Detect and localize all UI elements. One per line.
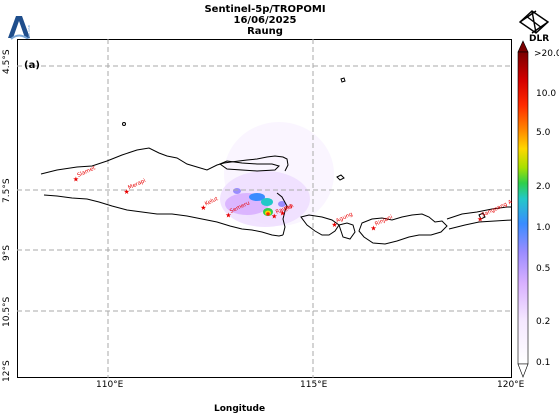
title-line-3: Raung bbox=[247, 26, 283, 37]
x-tick-120e: 120°E bbox=[497, 380, 525, 390]
java-east bbox=[276, 192, 288, 236]
volcano-marker-sangeang-api: ★ bbox=[477, 215, 483, 223]
volcano-marker-slamet: ★ bbox=[73, 176, 79, 184]
colorbar-label-0-2: 0.2 bbox=[536, 317, 551, 327]
island-east bbox=[478, 212, 486, 220]
y-tick-9s: 9°S bbox=[2, 245, 12, 261]
volcano-marker-agung: ★ bbox=[331, 221, 337, 229]
bali bbox=[300, 214, 340, 236]
dlr-logo: DLR bbox=[518, 10, 549, 44]
volcano-marker-raung: ★ bbox=[271, 212, 277, 220]
coastlines bbox=[40, 77, 512, 245]
volcano-label-sangeang-api: Sangeang Api bbox=[481, 197, 512, 219]
x-tick-110e: 110°E bbox=[96, 380, 124, 390]
map-panel: ★ Slamet ★ Merapi ★ Kelut ★ Semeru ★ Raung ★ Ijen ★ A… bbox=[17, 39, 512, 378]
y-tick-7-5s: 7.5°S bbox=[2, 178, 12, 203]
y-tick-10-5s: 10.5°S bbox=[2, 296, 12, 327]
gridlines bbox=[17, 39, 512, 378]
institution-logo: BIRA-IASB bbox=[8, 16, 31, 40]
colorbar-label-20: >20.0 bbox=[534, 49, 559, 59]
java-north-coast bbox=[40, 147, 289, 175]
volcano-label-merapi: Merapi bbox=[127, 178, 147, 192]
svg-text:BIRA-IASB: BIRA-IASB bbox=[27, 25, 31, 40]
colorbar-label-0-5: 0.5 bbox=[536, 264, 551, 274]
panel-label: (a) bbox=[24, 60, 40, 71]
java-south-coast bbox=[43, 194, 284, 237]
volcano-label-rinjani: Rinjani bbox=[374, 214, 394, 228]
volcano-marker-merapi: ★ bbox=[124, 188, 130, 196]
volcano-label-agung: Agung bbox=[335, 211, 354, 224]
colorbar-label-2: 2.0 bbox=[536, 182, 551, 192]
title-line-1: Sentinel-5p/TROPOMI bbox=[204, 4, 326, 15]
colorbar-label-10: 10.0 bbox=[536, 89, 557, 99]
title-line-2: 16/06/2025 bbox=[233, 15, 297, 26]
flores bbox=[446, 206, 512, 220]
y-tick-12s: 12°S bbox=[2, 360, 12, 382]
colorbar bbox=[517, 40, 529, 378]
lombok bbox=[338, 222, 356, 240]
volcano-marker-ijen: ★ bbox=[279, 210, 285, 218]
y-tick-4-5s: 4.5°S bbox=[2, 49, 12, 74]
so2-plume bbox=[220, 122, 334, 227]
x-axis-label: Longitude bbox=[214, 404, 266, 414]
x-tick-115e: 115°E bbox=[300, 380, 328, 390]
bawean bbox=[340, 77, 346, 83]
dlr-logo-text: DLR bbox=[529, 34, 549, 44]
madura bbox=[218, 160, 280, 172]
volcano-marker-semeru: ★ bbox=[225, 212, 231, 220]
volcano-label-ijen: Ijen bbox=[283, 203, 295, 213]
colorbar-label-0-1: 0.1 bbox=[536, 358, 551, 368]
volcano-marker-rinjani: ★ bbox=[370, 224, 376, 232]
volcano-marker-kelut: ★ bbox=[200, 204, 206, 212]
sumbawa bbox=[358, 213, 448, 245]
volcano-label-kelut: Kelut bbox=[204, 196, 220, 208]
colorbar-label-1: 1.0 bbox=[536, 223, 551, 233]
colorbar-label-5: 5.0 bbox=[536, 128, 551, 138]
map-plot: ★Slamet★Merapi★Kelut★Semeru★Raung★Ijen★A… bbox=[17, 39, 512, 378]
flores-south bbox=[448, 219, 512, 230]
islet-1 bbox=[122, 122, 126, 126]
kangean bbox=[336, 174, 345, 181]
